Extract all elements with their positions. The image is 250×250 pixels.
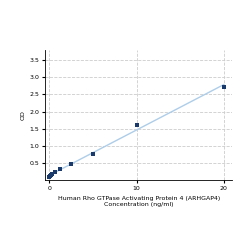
Y-axis label: OD: OD — [20, 110, 25, 120]
X-axis label: Human Rho GTPase Activating Protein 4 (ARHGAP4)
Concentration (ng/ml): Human Rho GTPase Activating Protein 4 (A… — [58, 196, 220, 207]
